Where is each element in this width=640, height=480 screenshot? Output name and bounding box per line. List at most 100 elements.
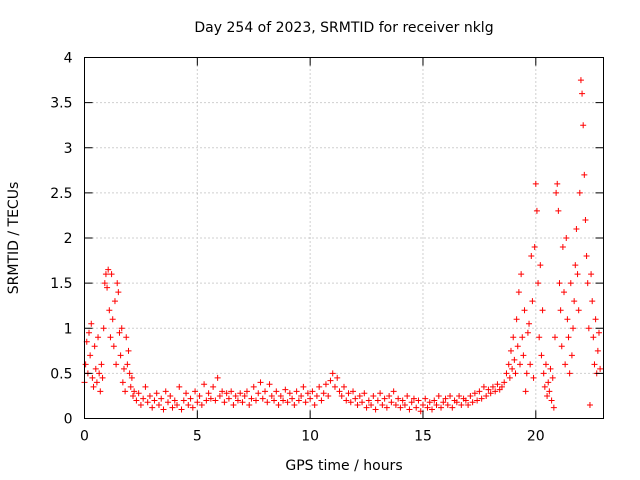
data-point xyxy=(433,401,440,408)
data-point xyxy=(471,390,478,397)
data-point xyxy=(322,381,329,388)
data-point xyxy=(216,392,223,399)
data-point xyxy=(228,388,235,395)
data-point xyxy=(506,374,513,381)
data-point xyxy=(96,370,103,377)
data-point xyxy=(325,392,332,399)
data-point xyxy=(554,180,561,187)
data-point xyxy=(512,370,519,377)
data-point xyxy=(365,397,372,404)
data-point xyxy=(498,383,505,390)
data-point xyxy=(514,343,521,350)
data-point xyxy=(125,347,132,354)
data-point xyxy=(509,365,516,372)
data-point xyxy=(347,399,354,406)
data-point xyxy=(553,189,560,196)
x-tick-label: 10 xyxy=(301,429,319,445)
data-point xyxy=(545,379,552,386)
data-point xyxy=(99,374,106,381)
data-point xyxy=(176,383,183,390)
data-points xyxy=(81,77,604,415)
data-point xyxy=(92,365,99,372)
data-point xyxy=(541,383,548,390)
data-point xyxy=(547,365,554,372)
data-point xyxy=(232,392,239,399)
data-point xyxy=(478,395,485,402)
data-point xyxy=(447,392,454,399)
data-point xyxy=(572,262,579,269)
data-point xyxy=(241,392,248,399)
data-point xyxy=(555,207,562,214)
data-point xyxy=(515,289,522,296)
data-point xyxy=(192,388,199,395)
data-point xyxy=(91,343,98,350)
data-point xyxy=(413,404,420,411)
data-point xyxy=(210,383,217,390)
data-point xyxy=(137,401,144,408)
data-point xyxy=(557,307,564,314)
data-point xyxy=(401,401,408,408)
data-point xyxy=(275,401,282,408)
data-point xyxy=(535,280,542,287)
chart-title: Day 254 of 2023, SRMTID for receiver nkl… xyxy=(194,20,493,36)
data-point xyxy=(169,404,176,411)
data-point xyxy=(230,401,237,408)
data-point xyxy=(559,244,566,251)
data-point xyxy=(363,404,370,411)
data-point xyxy=(268,392,275,399)
data-point xyxy=(527,361,534,368)
data-point xyxy=(588,271,595,278)
data-point xyxy=(87,352,94,359)
data-point xyxy=(510,334,517,341)
data-point xyxy=(537,262,544,269)
data-point xyxy=(585,325,592,332)
data-point xyxy=(140,395,147,402)
data-point xyxy=(120,365,127,372)
x-tick-label: 20 xyxy=(527,429,545,445)
data-point xyxy=(474,397,481,404)
data-point xyxy=(575,307,582,314)
data-point xyxy=(522,388,529,395)
data-point xyxy=(408,399,415,406)
data-point xyxy=(153,390,160,397)
data-point xyxy=(221,399,228,406)
data-point xyxy=(223,390,230,397)
data-point xyxy=(237,390,244,397)
data-point xyxy=(320,390,327,397)
data-point xyxy=(205,390,212,397)
data-point xyxy=(388,399,395,406)
data-point xyxy=(574,271,581,278)
data-point xyxy=(487,390,494,397)
data-point xyxy=(239,399,246,406)
data-point xyxy=(185,401,192,408)
data-point xyxy=(95,334,102,341)
data-point xyxy=(155,401,162,408)
data-point xyxy=(97,388,104,395)
data-point xyxy=(480,383,487,390)
y-tick-label: 2 xyxy=(64,231,73,247)
data-point xyxy=(127,383,134,390)
data-point xyxy=(142,383,149,390)
data-point xyxy=(164,399,171,406)
data-point xyxy=(519,334,526,341)
data-point xyxy=(89,374,96,381)
data-point xyxy=(395,395,402,402)
data-point xyxy=(550,404,557,411)
y-tick-label: 0.5 xyxy=(50,366,72,382)
data-point xyxy=(465,401,472,408)
data-point xyxy=(133,397,140,404)
data-point xyxy=(128,374,135,381)
data-point xyxy=(530,374,537,381)
data-point xyxy=(456,392,463,399)
data-point xyxy=(392,401,399,408)
data-point xyxy=(307,395,314,402)
data-point xyxy=(356,392,363,399)
data-point xyxy=(505,361,512,368)
data-point xyxy=(118,325,125,332)
data-point xyxy=(386,392,393,399)
data-point xyxy=(116,329,123,336)
data-point xyxy=(98,361,105,368)
data-point xyxy=(93,379,100,386)
data-point xyxy=(300,383,307,390)
data-point xyxy=(523,370,530,377)
